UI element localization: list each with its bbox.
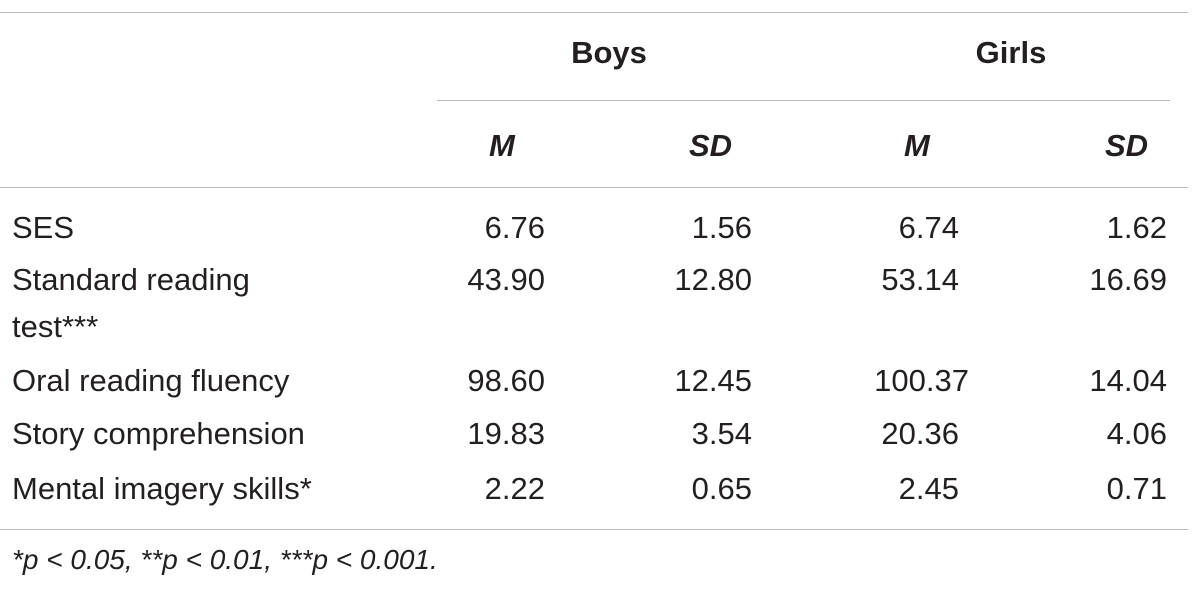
cell-boys-sd: 0.65 [691, 471, 752, 506]
subheader-girls-sd: SD [1105, 128, 1149, 163]
cell-boys-sd: 12.80 [674, 262, 752, 297]
cell-girls-m: 6.74 [898, 210, 959, 245]
row-label: Story comprehension [12, 416, 305, 451]
row-label: Standard reading [12, 262, 250, 297]
subheader-girls-m: M [904, 128, 930, 163]
cell-boys-m: 98.60 [467, 363, 545, 398]
table-footnote: *p < 0.05, **p < 0.01, ***p < 0.001. [12, 544, 438, 575]
cell-girls-m: 100.37 [874, 363, 969, 398]
cell-girls-m: 20.36 [881, 416, 959, 451]
cell-boys-m: 6.76 [484, 210, 545, 245]
cell-boys-sd: 12.45 [674, 363, 752, 398]
subheader-boys-sd: SD [689, 128, 733, 163]
header-bottom-rule [0, 187, 1188, 188]
group-header-girls: Girls [975, 35, 1047, 70]
cell-boys-m: 19.83 [467, 416, 545, 451]
cell-girls-sd: 0.71 [1106, 471, 1167, 506]
row-label: SES [12, 210, 75, 245]
cell-girls-sd: 14.04 [1089, 363, 1167, 398]
group-header-rule [437, 100, 1170, 101]
cell-girls-sd: 16.69 [1089, 262, 1167, 297]
table-top-rule [0, 12, 1188, 13]
row-label: Oral reading fluency [12, 363, 290, 398]
subheader-boys-m: M [489, 128, 515, 163]
cell-boys-sd: 3.54 [691, 416, 752, 451]
cell-boys-m: 43.90 [467, 262, 545, 297]
row-label: Mental imagery skills* [12, 471, 312, 506]
cell-girls-sd: 1.62 [1106, 210, 1167, 245]
cell-girls-sd: 4.06 [1106, 416, 1167, 451]
cell-girls-m: 2.45 [898, 471, 959, 506]
cell-girls-m: 53.14 [881, 262, 959, 297]
group-header-boys: Boys [571, 35, 647, 70]
table-bottom-rule [0, 529, 1188, 530]
cell-boys-sd: 1.56 [691, 210, 752, 245]
cell-boys-m: 2.22 [484, 471, 545, 506]
row-label-continuation: test*** [12, 309, 99, 344]
